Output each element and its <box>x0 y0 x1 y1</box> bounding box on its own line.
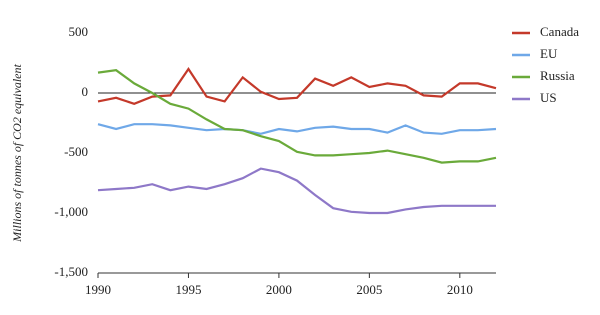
y-tick-label: -1,000 <box>54 204 88 219</box>
line <box>97 167 496 215</box>
legend-label: Canada <box>540 24 579 39</box>
legend-label: EU <box>540 46 558 61</box>
y-axis-label: Millions of tonnes of CO2 equivalent <box>10 64 24 243</box>
y-tick-label: -500 <box>64 144 88 159</box>
x-tick-label: 2005 <box>356 282 382 297</box>
line <box>97 123 497 135</box>
x-tick-label: 2010 <box>447 282 473 297</box>
x-tick-label: 2000 <box>266 282 292 297</box>
y-tick-label: 500 <box>69 24 89 39</box>
line <box>97 69 497 164</box>
line <box>97 67 497 105</box>
x-tick-label: 1990 <box>85 282 111 297</box>
y-tick-label: -1,500 <box>54 264 88 279</box>
y-tick-label: 0 <box>82 84 89 99</box>
legend-label: Russia <box>540 68 575 83</box>
x-tick-label: 1995 <box>175 282 201 297</box>
legend-label: US <box>540 90 557 105</box>
